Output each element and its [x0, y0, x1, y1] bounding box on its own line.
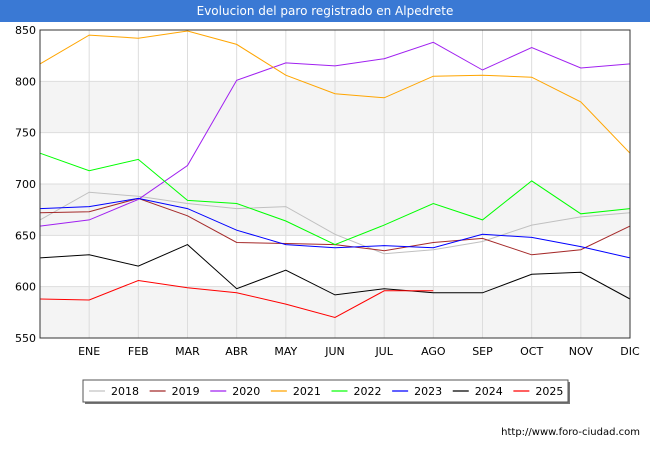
series-line-2022: [39, 152, 631, 246]
legend-label-2021: 2021: [293, 385, 321, 398]
y-tick-label: 550: [15, 332, 36, 345]
x-tick-label: OCT: [520, 345, 543, 358]
chart-title: Evolucion del paro registrado en Alpedre…: [196, 4, 454, 18]
x-tick-label: MAR: [175, 345, 200, 358]
plot-frame: [39, 29, 631, 339]
x-tick-label: JUL: [374, 345, 393, 358]
legend-label-2018: 2018: [111, 385, 139, 398]
series-line-2025: [39, 279, 434, 319]
x-tick-label: SEP: [472, 345, 493, 358]
series-line-2024: [39, 244, 631, 300]
x-tick-label: MAY: [274, 345, 297, 358]
x-tick-label: NOV: [569, 345, 594, 358]
legend-label-2025: 2025: [535, 385, 563, 398]
series-line-2018: [39, 191, 631, 255]
legend-label-2020: 2020: [232, 385, 260, 398]
y-tick-label: 600: [15, 281, 36, 294]
y-tick-label: 800: [15, 75, 36, 88]
series-line-2020: [39, 41, 631, 227]
x-tick-label: ABR: [225, 345, 248, 358]
source-url: http://www.foro-ciudad.com: [501, 427, 640, 438]
legend-label-2022: 2022: [354, 385, 382, 398]
y-tick-label: 650: [15, 229, 36, 242]
title-bar: [0, 0, 650, 22]
series-line-2023: [39, 197, 631, 259]
x-tick-label: FEB: [128, 345, 149, 358]
x-tick-label: ENE: [78, 345, 100, 358]
x-tick-label: DIC: [620, 345, 640, 358]
x-tick-label: AGO: [421, 345, 446, 358]
legend-label-2023: 2023: [414, 385, 442, 398]
legend-label-2024: 2024: [475, 385, 503, 398]
y-tick-label: 750: [15, 127, 36, 140]
x-tick-label: JUN: [324, 345, 345, 358]
series-line-2021: [39, 30, 631, 154]
y-tick-label: 700: [15, 178, 36, 191]
legend-label-2019: 2019: [172, 385, 200, 398]
y-tick-label: 850: [15, 24, 36, 37]
legend-box: [82, 379, 569, 403]
